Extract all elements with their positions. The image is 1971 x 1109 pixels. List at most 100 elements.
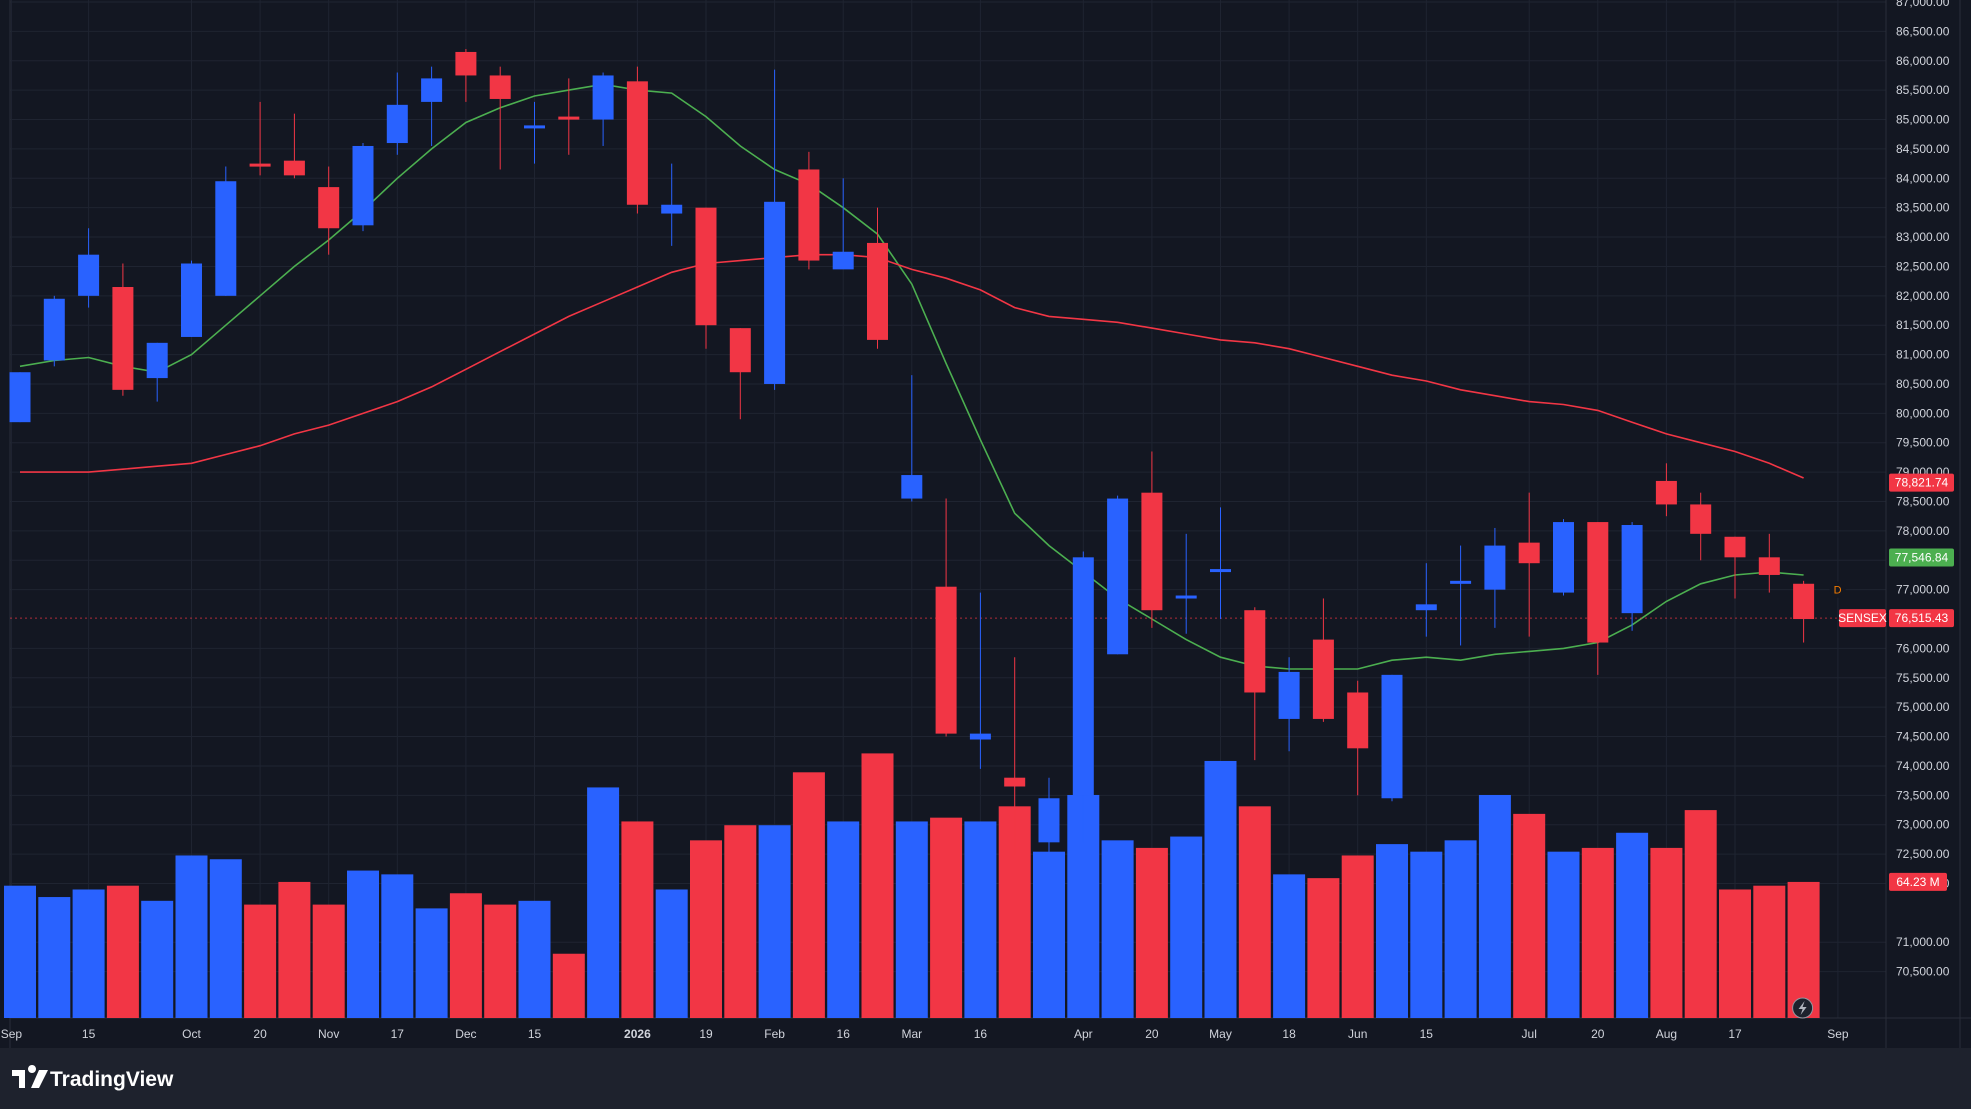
time-axis-label: Jul (1522, 1027, 1537, 1041)
candle[interactable] (1347, 680, 1369, 796)
ma-slow-line (20, 253, 1804, 479)
last-price-tag-label: 76,515.43 (1895, 611, 1949, 625)
candle-body (626, 81, 648, 205)
candle[interactable] (1415, 563, 1437, 637)
candle-body (558, 116, 580, 120)
price-axis-label: 79,500.00 (1896, 436, 1950, 450)
volume-bar (1547, 851, 1580, 1018)
last-price-tag[interactable]: 76,515.43 (1889, 609, 1954, 628)
candle-body (1690, 504, 1712, 534)
candle[interactable] (1690, 492, 1712, 561)
candle[interactable] (524, 101, 545, 164)
candle[interactable] (935, 498, 957, 737)
candle-body (969, 733, 991, 740)
time-axis-label: Feb (764, 1027, 785, 1041)
candle[interactable] (215, 166, 237, 296)
candle[interactable] (832, 178, 854, 270)
volume-tag-label: 64.23 M (1896, 875, 1939, 889)
candle[interactable] (9, 372, 31, 423)
candle[interactable] (1107, 495, 1129, 655)
candle-body (1655, 480, 1677, 505)
volume-tag[interactable]: 64.23 M (1889, 872, 1947, 891)
candle[interactable] (1244, 607, 1266, 761)
candle[interactable] (969, 592, 991, 769)
volume-bar (1410, 851, 1443, 1018)
candle[interactable] (1621, 522, 1643, 631)
last-price-tag-bg (1889, 609, 1954, 628)
candle[interactable] (1278, 657, 1300, 752)
candle[interactable] (798, 151, 820, 270)
candle[interactable] (43, 295, 65, 367)
ma-slow-price-tag[interactable]: 78,821.74 (1889, 473, 1954, 492)
candle[interactable] (867, 207, 888, 349)
price-axis-label: 83,500.00 (1896, 201, 1950, 215)
candle[interactable] (1793, 580, 1815, 643)
symbol-badge[interactable]: SENSEX (1838, 609, 1887, 628)
candle[interactable] (661, 163, 683, 246)
lightning-button[interactable] (1792, 997, 1814, 1019)
volume-tag-bg (1889, 872, 1947, 891)
candle[interactable] (386, 72, 408, 155)
candle[interactable] (421, 66, 443, 146)
candle[interactable] (729, 328, 751, 420)
candle[interactable] (318, 166, 340, 255)
volume-bar (484, 904, 517, 1018)
candle[interactable] (1038, 777, 1060, 884)
candle[interactable] (1381, 674, 1403, 802)
candle[interactable] (1758, 533, 1780, 593)
candle[interactable] (1072, 551, 1094, 843)
candle[interactable] (249, 101, 271, 176)
candle[interactable] (112, 263, 134, 396)
candle-body (798, 169, 820, 261)
dividend-marker[interactable]: D (1829, 581, 1846, 598)
price-axis-label: 77,000.00 (1896, 583, 1950, 597)
candle[interactable] (626, 66, 648, 214)
price-axis-label: 80,500.00 (1896, 377, 1950, 391)
candle[interactable] (283, 113, 305, 179)
candle[interactable] (352, 143, 374, 232)
candle[interactable] (1004, 657, 1026, 855)
volume-bar (758, 825, 791, 1018)
price-axis[interactable]: 70,500.0071,000.0072,000.0072,500.0073,0… (1896, 0, 1950, 979)
candle[interactable] (1450, 545, 1472, 646)
candle-body (1587, 522, 1609, 643)
ma-fast-price-tag[interactable]: 77,546.84 (1889, 548, 1954, 567)
candle[interactable] (146, 342, 168, 402)
candle-body (867, 242, 888, 340)
candle[interactable] (592, 72, 614, 146)
candle-body (43, 298, 65, 361)
candle[interactable] (1312, 598, 1334, 722)
price-axis-label: 72,500.00 (1896, 847, 1950, 861)
time-axis-label: Aug (1656, 1027, 1677, 1041)
time-axis-label: 15 (1420, 1027, 1434, 1041)
marker-circle[interactable] (1829, 581, 1846, 598)
candle[interactable] (1210, 507, 1231, 620)
volume-bar (244, 904, 277, 1018)
candle[interactable] (181, 260, 202, 337)
time-axis[interactable]: Sep 15 Oct 20 Nov 17 Dec 15 2026 19 Feb 16 Mar 16 Apr 2… (1, 1027, 1849, 1041)
candle[interactable] (1141, 451, 1163, 628)
time-axis-label: Nov (318, 1027, 339, 1041)
candle[interactable] (901, 375, 923, 502)
volume-bar (930, 817, 963, 1018)
candle[interactable] (489, 66, 511, 170)
candle[interactable] (1553, 519, 1574, 596)
candle[interactable] (558, 78, 580, 155)
candle-body (901, 475, 923, 499)
candle[interactable] (455, 49, 477, 102)
candle[interactable] (1484, 527, 1506, 628)
candle[interactable] (1175, 533, 1197, 634)
candle[interactable] (764, 69, 786, 390)
volume-bar (449, 893, 482, 1018)
candle-body (1038, 798, 1060, 843)
candle-body (1141, 492, 1163, 611)
candle[interactable] (695, 207, 717, 349)
candle[interactable] (1518, 492, 1540, 637)
candle[interactable] (1655, 463, 1677, 517)
candle[interactable] (1587, 522, 1609, 675)
volume-bar (1719, 889, 1751, 1018)
tradingview-brand[interactable]: TradingView (12, 1065, 174, 1091)
candle[interactable] (78, 228, 100, 308)
candle[interactable] (1724, 536, 1746, 599)
